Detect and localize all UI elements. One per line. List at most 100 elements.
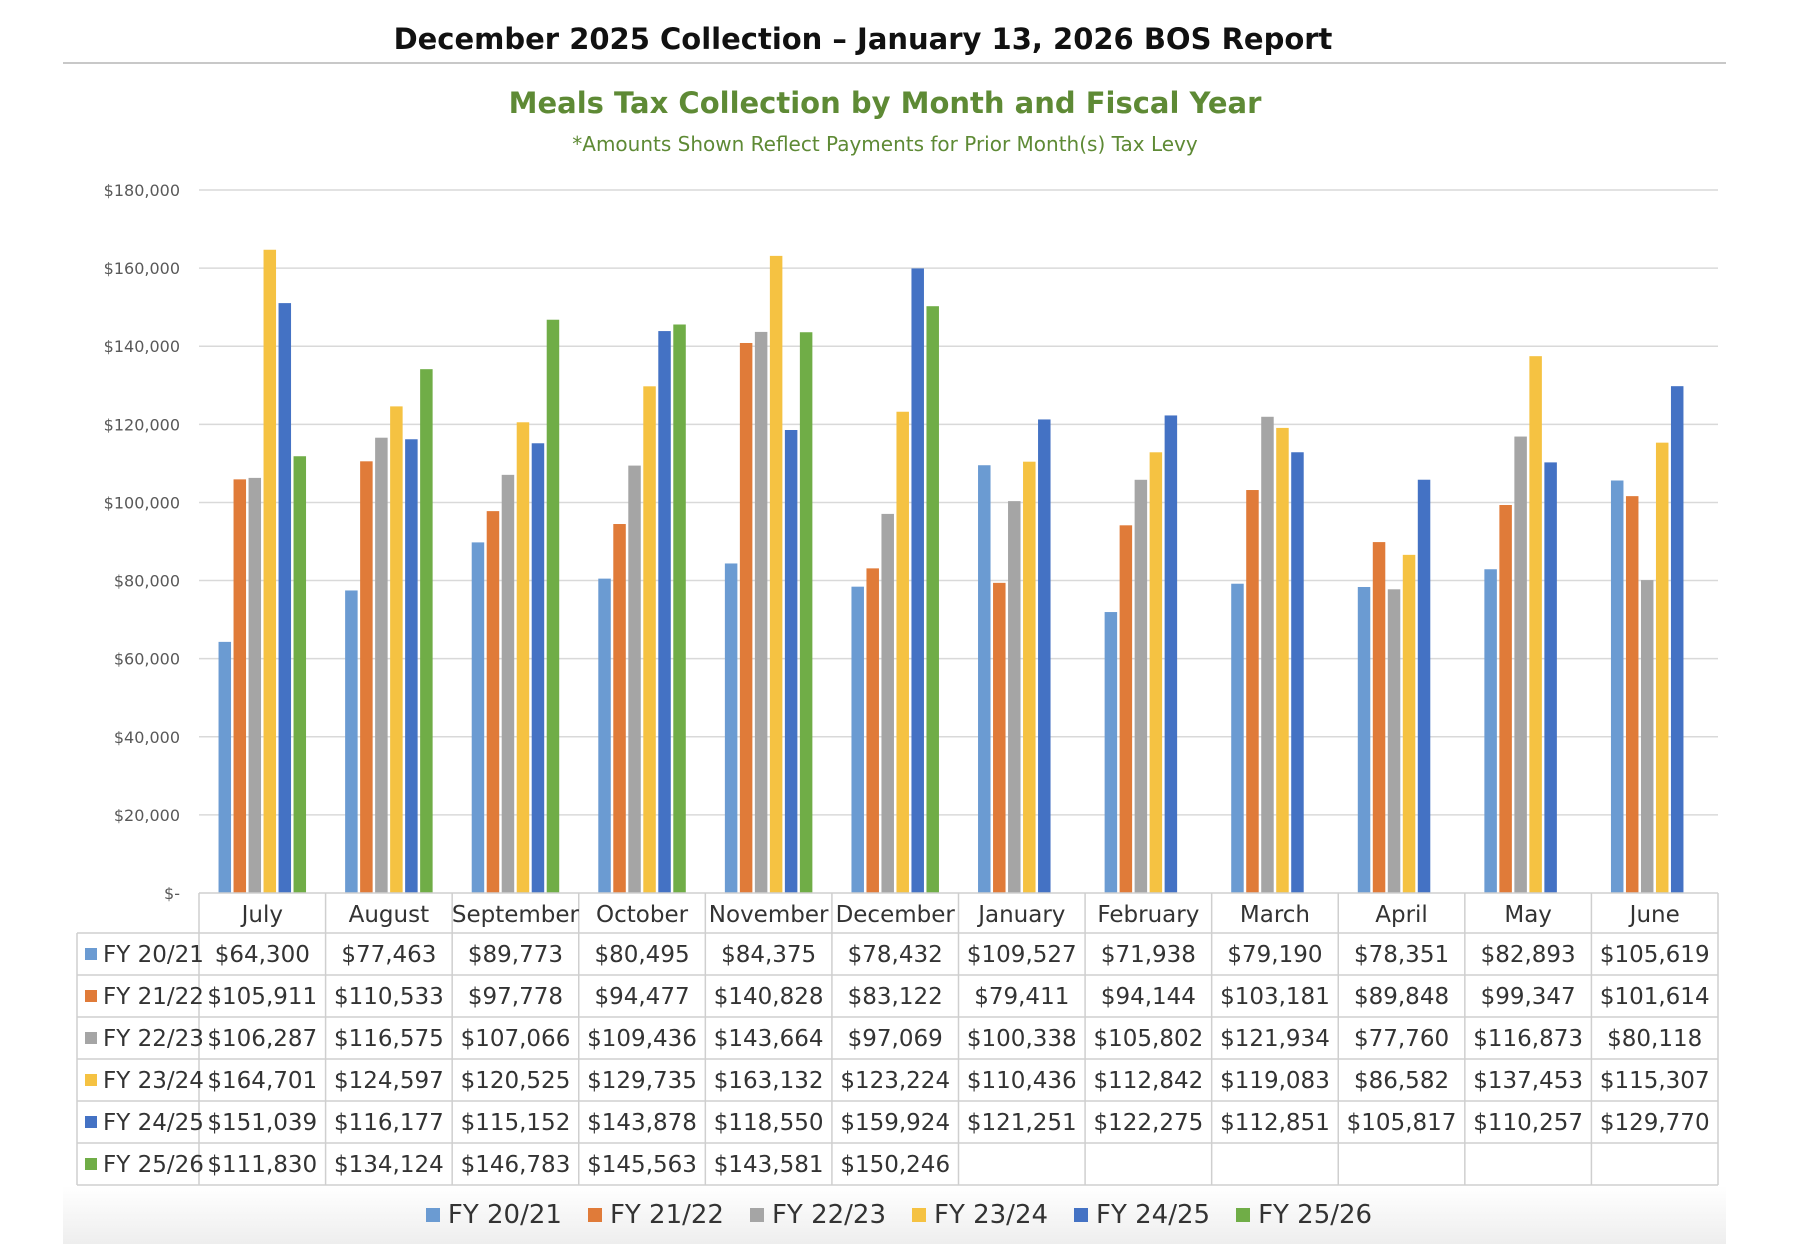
bar <box>784 429 798 893</box>
legend-swatch <box>1236 1208 1251 1222</box>
bar <box>911 268 924 893</box>
legend-footer <box>63 1186 1726 1244</box>
legend-swatch <box>912 1208 926 1222</box>
row-legend-swatch <box>85 1158 97 1170</box>
month-header: July <box>240 902 283 928</box>
bar <box>1023 461 1036 893</box>
bar <box>375 437 388 893</box>
row-series-label: FY 23/24 <box>103 1068 204 1094</box>
table-cell-value: $97,778 <box>468 984 563 1010</box>
table-cell-value: $124,597 <box>334 1068 444 1094</box>
bar <box>420 369 433 893</box>
row-legend-swatch <box>85 1116 97 1128</box>
table-cell-value: $116,873 <box>1473 1026 1583 1052</box>
table-cell-value: $100,338 <box>967 1026 1077 1052</box>
legend-item: FY 20/21 <box>425 1200 562 1230</box>
table-cell-value: $121,934 <box>1220 1026 1330 1052</box>
bar <box>769 255 783 893</box>
table-cell-value: $129,770 <box>1600 1110 1710 1136</box>
month-header: June <box>1628 902 1680 928</box>
y-tick-label: $20,000 <box>114 806 180 825</box>
bar <box>501 474 515 893</box>
table-cell-value: $110,257 <box>1473 1110 1583 1136</box>
chart-title: Meals Tax Collection by Month and Fiscal… <box>508 86 1262 120</box>
bar <box>739 342 753 894</box>
table-cell-value: $112,851 <box>1220 1110 1330 1136</box>
bar <box>1008 501 1021 893</box>
table-cell-value: $109,436 <box>587 1026 697 1052</box>
legend-swatch <box>749 1208 764 1222</box>
table-cell-value: $105,817 <box>1347 1110 1457 1136</box>
table-cell-value: $150,246 <box>840 1152 950 1178</box>
bar <box>1670 386 1684 893</box>
table-cell-value: $111,830 <box>207 1152 317 1178</box>
bar <box>345 590 358 893</box>
bar <box>531 443 545 893</box>
table-cell-value: $105,619 <box>1600 942 1710 968</box>
y-tick-label: $40,000 <box>114 728 180 747</box>
y-tick-label: $- <box>164 884 180 903</box>
bar <box>1357 586 1371 893</box>
bar <box>360 461 373 893</box>
table-cell-value: $79,411 <box>974 984 1069 1010</box>
row-series-label: FY 24/25 <box>103 1110 204 1136</box>
table-cell-value: $78,351 <box>1354 942 1449 968</box>
bar <box>1484 569 1497 893</box>
row-legend-swatch <box>85 1032 97 1044</box>
table-cell-value: $106,287 <box>207 1026 317 1052</box>
table-cell-value: $146,783 <box>461 1152 571 1178</box>
bar <box>486 511 500 893</box>
bar <box>405 439 418 893</box>
table-cell-value: $123,224 <box>840 1068 950 1094</box>
table-cell-value: $134,124 <box>334 1152 444 1178</box>
table-cell-value: $137,453 <box>1473 1068 1583 1094</box>
bar <box>881 513 894 893</box>
bar <box>1640 580 1654 893</box>
month-header: September <box>452 902 580 928</box>
table-cell-value: $119,083 <box>1220 1068 1330 1094</box>
bar <box>1134 479 1148 893</box>
month-header: October <box>596 902 689 928</box>
bar <box>1038 419 1051 893</box>
bar <box>263 249 277 893</box>
month-header: March <box>1240 902 1310 928</box>
bar <box>993 582 1006 893</box>
bar <box>1417 479 1431 893</box>
bar <box>1402 554 1416 893</box>
bar <box>1610 480 1624 893</box>
table-cell-value: $101,614 <box>1600 984 1710 1010</box>
bar <box>978 465 991 893</box>
table-cell-value: $116,575 <box>334 1026 444 1052</box>
table-cell-value: $121,251 <box>967 1110 1077 1136</box>
bar <box>1291 452 1304 893</box>
bar <box>471 542 485 893</box>
table-cell-value: $151,039 <box>207 1110 317 1136</box>
table-cell-value: $109,527 <box>967 942 1077 968</box>
month-header: November <box>709 902 829 928</box>
table-cell-value: $107,066 <box>461 1026 571 1052</box>
legend-label: FY 23/24 <box>934 1200 1049 1230</box>
bar <box>1149 452 1163 893</box>
chart-legend: FY 20/21 FY 21/22 FY 22/23 FY 23/24 FY 24/25… <box>0 1200 1798 1230</box>
bar <box>598 578 611 893</box>
table-cell-value: $71,938 <box>1101 942 1196 968</box>
table-cell-value: $83,122 <box>848 984 943 1010</box>
table-cell-value: $64,300 <box>215 942 310 968</box>
bar <box>628 465 641 893</box>
table-cell-value: $159,924 <box>840 1110 950 1136</box>
bar <box>1119 525 1133 893</box>
legend-item: FY 22/23 <box>749 1200 886 1230</box>
bar <box>643 386 656 893</box>
row-legend-swatch <box>85 1074 97 1086</box>
row-series-label: FY 22/23 <box>103 1026 204 1052</box>
bar <box>516 422 530 893</box>
row-legend-swatch <box>85 948 97 960</box>
table-cell-value: $129,735 <box>587 1068 697 1094</box>
row-legend-swatch <box>85 990 97 1002</box>
table-cell-value: $120,525 <box>461 1068 571 1094</box>
bar <box>1655 442 1669 893</box>
table-cell-value: $143,664 <box>714 1026 824 1052</box>
table-cell-value: $163,132 <box>714 1068 824 1094</box>
legend-label: FY 20/21 <box>447 1200 562 1230</box>
table-cell-value: $112,842 <box>1094 1068 1204 1094</box>
